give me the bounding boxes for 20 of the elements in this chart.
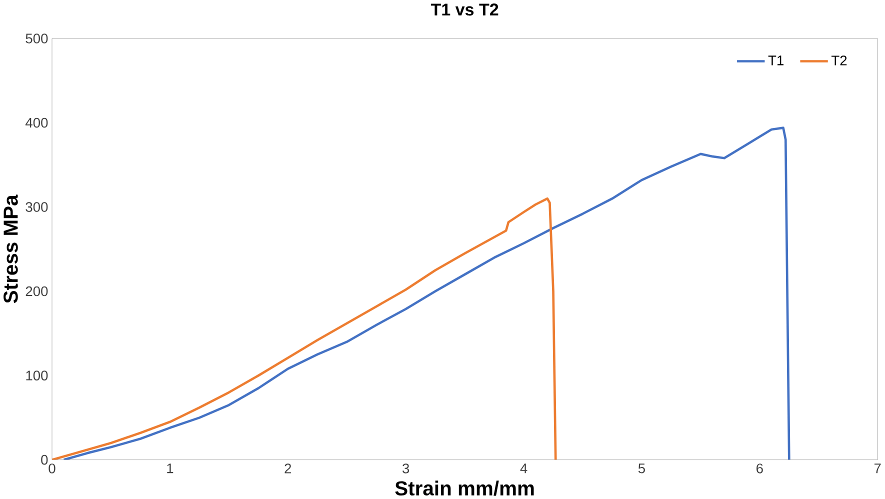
legend-label: T1 [768,56,784,66]
x-tick-label: 6 [756,463,763,474]
line-series [62,126,790,460]
x-axis-title: Strain mm/mm [395,480,534,496]
y-tick-label: 300 [26,202,48,212]
y-tick-label: 0 [41,454,48,465]
x-tick-label: 5 [638,463,645,474]
y-axis-title: Stress MPa [4,194,18,303]
x-tick-label: 0 [48,463,56,474]
y-tick-label: 200 [26,286,48,296]
legend-label: T2 [831,55,847,66]
y-tick-label: 400 [25,118,48,128]
x-tick-label: 7 [874,463,881,473]
chart-title: T1 vs T2 [430,3,498,16]
y-tick-label: 100 [26,370,48,380]
x-tick-label: 1 [167,463,174,473]
x-tick-label: 2 [284,463,292,474]
x-tick-label: 3 [402,463,410,474]
y-tick-label: 500 [26,33,48,44]
x-tick-label: 4 [520,463,528,473]
